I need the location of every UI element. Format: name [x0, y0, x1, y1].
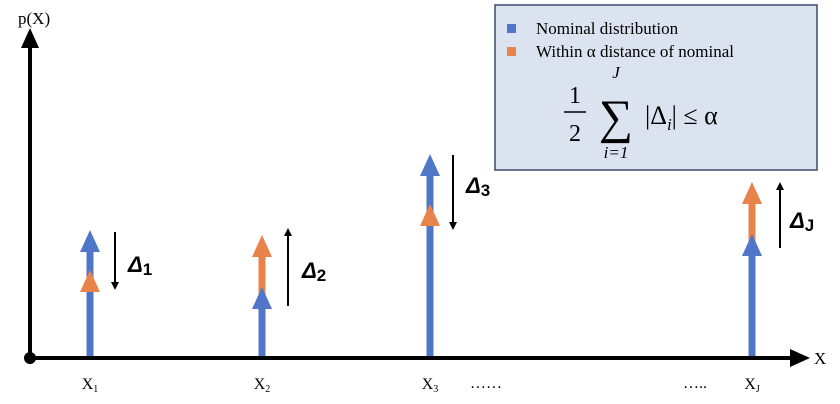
x-tick-label: X2 — [254, 376, 271, 395]
x-sub: 1 — [93, 384, 98, 395]
legend-box — [494, 4, 818, 171]
delta-label: Δ2 — [301, 258, 326, 285]
arrow-head — [252, 235, 272, 257]
x-sub: 2 — [265, 384, 270, 395]
x-base: X — [744, 376, 756, 393]
x-sub: 3 — [433, 384, 438, 395]
delta-sub: 1 — [143, 260, 152, 279]
y-axis-head — [21, 28, 39, 48]
x-base: X — [254, 376, 266, 393]
x-tick-label: XJ — [744, 376, 760, 395]
sum-sign: ∑ — [599, 91, 633, 144]
arrow-head — [252, 287, 272, 309]
delta-label: ΔJ — [789, 208, 814, 235]
x-sub: J — [756, 384, 760, 395]
origin — [24, 352, 36, 364]
x-axis-head — [790, 349, 810, 367]
numerator: 1 — [569, 83, 581, 109]
arrow-head — [420, 154, 440, 176]
sum-lower: i=1 — [604, 143, 629, 162]
delta-sub: J — [805, 216, 814, 235]
arrow-head — [742, 182, 762, 204]
x-label: X — [814, 349, 826, 368]
x-tick-label: X1 — [82, 376, 99, 395]
ellipsis: …… — [470, 375, 502, 392]
delta-symbol: Δ — [789, 208, 805, 233]
arrow-head — [80, 230, 100, 252]
legend-item: Nominal distribution — [536, 19, 679, 38]
formula-body: |Δi| ≤ α — [645, 101, 718, 134]
legend-item: Within α distance of nominal — [536, 42, 734, 61]
ellipsis: ….. — [683, 375, 707, 392]
x-base: X — [82, 376, 94, 393]
denominator: 2 — [569, 121, 581, 147]
arrow-head — [420, 204, 440, 226]
delta-label: Δ1 — [127, 252, 152, 279]
x-base: X — [422, 376, 434, 393]
y-label: p(X) — [18, 9, 50, 28]
delta-symbol: Δ — [127, 252, 143, 277]
x-tick-label: X3 — [422, 376, 439, 395]
delta-sub: 3 — [481, 181, 490, 200]
legend-swatch — [507, 24, 516, 33]
sum-upper: J — [612, 63, 621, 82]
arrow-head — [742, 234, 762, 256]
legend-swatch — [507, 47, 516, 56]
delta-sub: 2 — [317, 266, 326, 285]
delta-symbol: Δ — [465, 173, 481, 198]
formula: 1 2 ∑ J i=1 |Δi| ≤ α — [564, 63, 718, 162]
delta-symbol: Δ — [301, 258, 317, 283]
delta-label: Δ3 — [465, 173, 490, 200]
arrow-head — [80, 270, 100, 292]
